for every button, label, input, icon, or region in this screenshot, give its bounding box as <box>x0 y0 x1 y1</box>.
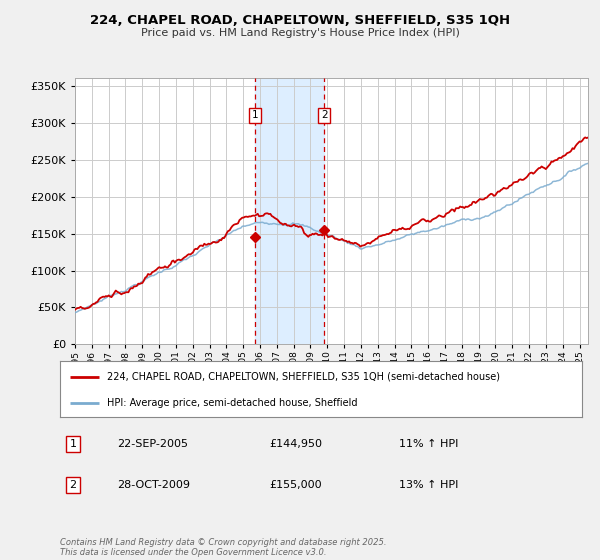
Text: £155,000: £155,000 <box>269 480 322 491</box>
Text: 224, CHAPEL ROAD, CHAPELTOWN, SHEFFIELD, S35 1QH (semi-detached house): 224, CHAPEL ROAD, CHAPELTOWN, SHEFFIELD,… <box>107 372 500 382</box>
Text: 224, CHAPEL ROAD, CHAPELTOWN, SHEFFIELD, S35 1QH: 224, CHAPEL ROAD, CHAPELTOWN, SHEFFIELD,… <box>90 14 510 27</box>
Bar <box>256 78 324 344</box>
Text: 13% ↑ HPI: 13% ↑ HPI <box>400 480 458 491</box>
Text: 1: 1 <box>70 438 77 449</box>
Text: 11% ↑ HPI: 11% ↑ HPI <box>400 438 458 449</box>
Text: HPI: Average price, semi-detached house, Sheffield: HPI: Average price, semi-detached house,… <box>107 398 358 408</box>
Text: Contains HM Land Registry data © Crown copyright and database right 2025.
This d: Contains HM Land Registry data © Crown c… <box>60 538 386 557</box>
Text: 28-OCT-2009: 28-OCT-2009 <box>118 480 190 491</box>
Text: 2: 2 <box>70 480 77 491</box>
Text: £144,950: £144,950 <box>269 438 322 449</box>
Text: Price paid vs. HM Land Registry's House Price Index (HPI): Price paid vs. HM Land Registry's House … <box>140 28 460 38</box>
Text: 2: 2 <box>321 110 328 120</box>
Text: 1: 1 <box>252 110 259 120</box>
Text: 22-SEP-2005: 22-SEP-2005 <box>118 438 188 449</box>
